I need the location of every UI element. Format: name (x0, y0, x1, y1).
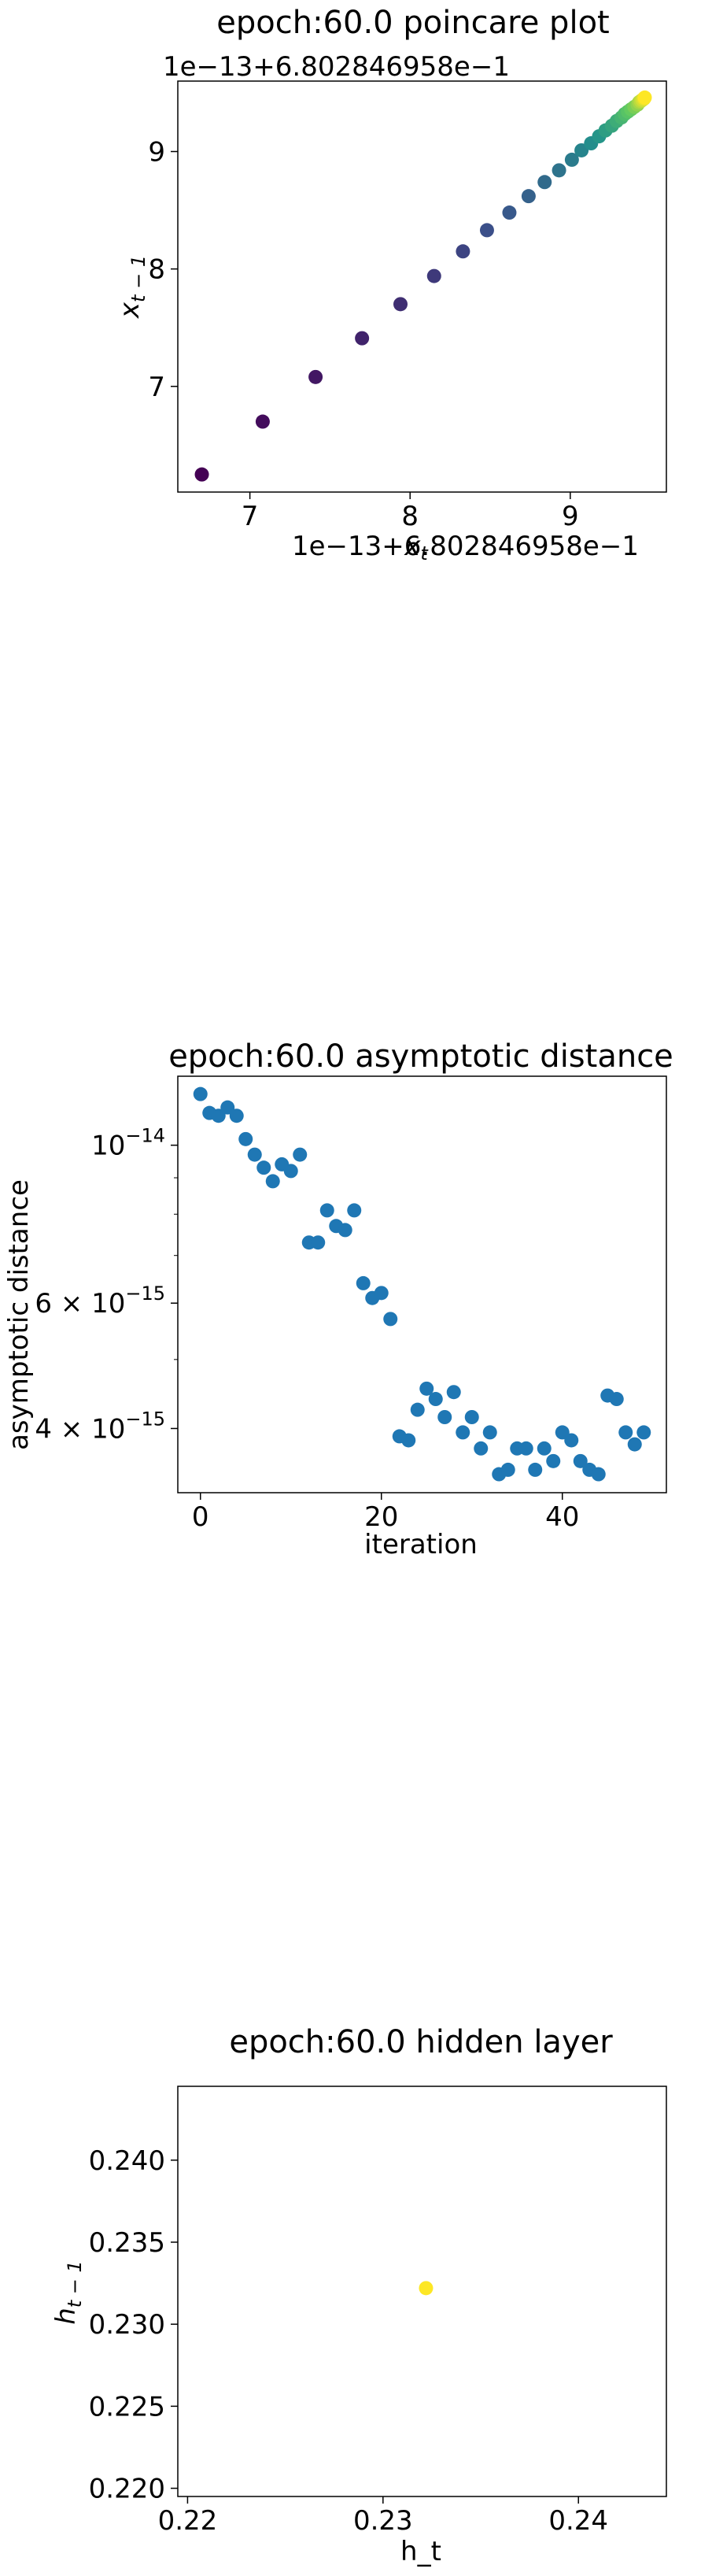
data-point (355, 331, 370, 346)
data-point (474, 1441, 489, 1456)
data-point (502, 205, 517, 220)
x-axis-label: h_t (400, 2536, 441, 2567)
data-point (308, 369, 323, 384)
y-axis-label: ht − 1 (50, 2260, 86, 2325)
x-tick-label: 0.23 (353, 2505, 413, 2537)
data-point (256, 1160, 271, 1175)
data-point (229, 1108, 244, 1123)
data-point (446, 1385, 461, 1400)
data-point (479, 223, 494, 238)
y-tick-label: 4 × 10−15 (35, 1408, 165, 1445)
x-tick-label: 7 (242, 501, 259, 532)
x-axis-label: iteration (364, 1529, 478, 1560)
poincare-plot-panel: epoch:60.0 poincare plot 1e−13+6.8028469… (0, 0, 701, 709)
y-tick-label: 7 (148, 372, 165, 403)
data-point (220, 1100, 235, 1115)
x-tick-label: 0 (192, 1501, 209, 1533)
chart-title: epoch:60.0 poincare plot (216, 5, 609, 41)
y-tick-label: 6 × 10−15 (35, 1282, 165, 1319)
data-point (528, 1462, 543, 1477)
x-tick-label: 40 (545, 1501, 579, 1533)
x-tick-label: 9 (562, 501, 579, 532)
y-tick-label: 0.240 (89, 2145, 165, 2177)
y-offset-label: 1e−13+6.802846958e−1 (163, 51, 510, 83)
y-tick-label: 0.225 (89, 2391, 165, 2422)
data-point (410, 1402, 425, 1417)
data-point (564, 152, 579, 167)
data-point (419, 1381, 434, 1396)
data-point (500, 1462, 515, 1477)
data-point (374, 1286, 389, 1301)
data-point (636, 1425, 651, 1440)
data-point (265, 1174, 280, 1189)
data-point (518, 1441, 533, 1456)
data-point (419, 2281, 434, 2296)
plot-frame (177, 80, 667, 493)
data-point (464, 1410, 479, 1425)
data-point (401, 1433, 416, 1448)
y-tick-label: 0.220 (89, 2474, 165, 2505)
plot-frame (177, 2086, 667, 2497)
data-point (238, 1131, 253, 1146)
x-tick-label: 0.24 (548, 2505, 608, 2537)
data-point (193, 1086, 208, 1101)
data-point (426, 268, 441, 283)
y-tick-label: 8 (148, 254, 165, 286)
y-tick-label: 9 (148, 136, 165, 168)
data-point (437, 1410, 452, 1425)
y-tick-label: 10−14 (91, 1125, 165, 1162)
data-point (564, 1433, 579, 1448)
data-point (627, 1437, 642, 1452)
data-point (537, 175, 552, 190)
x-tick-label: 20 (364, 1501, 398, 1533)
data-point (573, 1453, 588, 1468)
data-point (338, 1223, 352, 1238)
data-point (356, 1275, 371, 1290)
data-point (393, 297, 408, 312)
data-point (311, 1235, 326, 1250)
data-point (347, 1203, 362, 1218)
data-point (293, 1147, 308, 1162)
plot-frame (177, 1075, 667, 1493)
data-point (591, 1467, 606, 1482)
data-point (283, 1164, 298, 1179)
data-point (456, 1425, 470, 1440)
hidden-layer-chart: epoch:60.0 hidden layer 0.22 0.23 0.24 0.22… (50, 2024, 667, 2567)
data-point (247, 1147, 262, 1162)
y-tick-label: 0.230 (89, 2309, 165, 2341)
chart-title: epoch:60.0 asymptotic distance (168, 1038, 673, 1075)
data-point (609, 1392, 624, 1407)
data-point (255, 414, 270, 429)
data-point (618, 1425, 633, 1440)
data-point (428, 1392, 443, 1407)
chart-title: epoch:60.0 hidden layer (229, 2024, 613, 2060)
x-tick-label: 8 (401, 501, 419, 532)
data-point (552, 163, 566, 178)
y-axis-label: asymptotic distance (3, 1179, 35, 1450)
data-point (456, 244, 470, 259)
y-tick-label: 0.235 (89, 2227, 165, 2259)
x-tick-label: 0.22 (158, 2505, 218, 2537)
data-point (319, 1203, 334, 1218)
asymptotic-distance-panel: epoch:60.0 asymptotic distance 0 20 40 10−1… (0, 1023, 701, 1575)
asymptotic-distance-chart: epoch:60.0 asymptotic distance 0 20 40 10−1… (3, 1038, 673, 1560)
data-point (383, 1312, 398, 1327)
data-point (546, 1453, 561, 1468)
data-point (537, 1441, 552, 1456)
data-point (211, 1108, 226, 1123)
y-axis-label: xt − 1 (114, 255, 149, 319)
poincare-plot-chart: epoch:60.0 poincare plot 1e−13+6.8028469… (114, 5, 667, 564)
data-point (521, 189, 536, 204)
data-point (482, 1425, 497, 1440)
hidden-layer-panel: epoch:60.0 hidden layer 0.22 0.23 0.24 0.22… (0, 2008, 701, 2573)
data-point (194, 467, 209, 482)
data-point (637, 90, 652, 105)
x-offset-label: 1e−13+6.802846958e−1 (292, 531, 639, 562)
